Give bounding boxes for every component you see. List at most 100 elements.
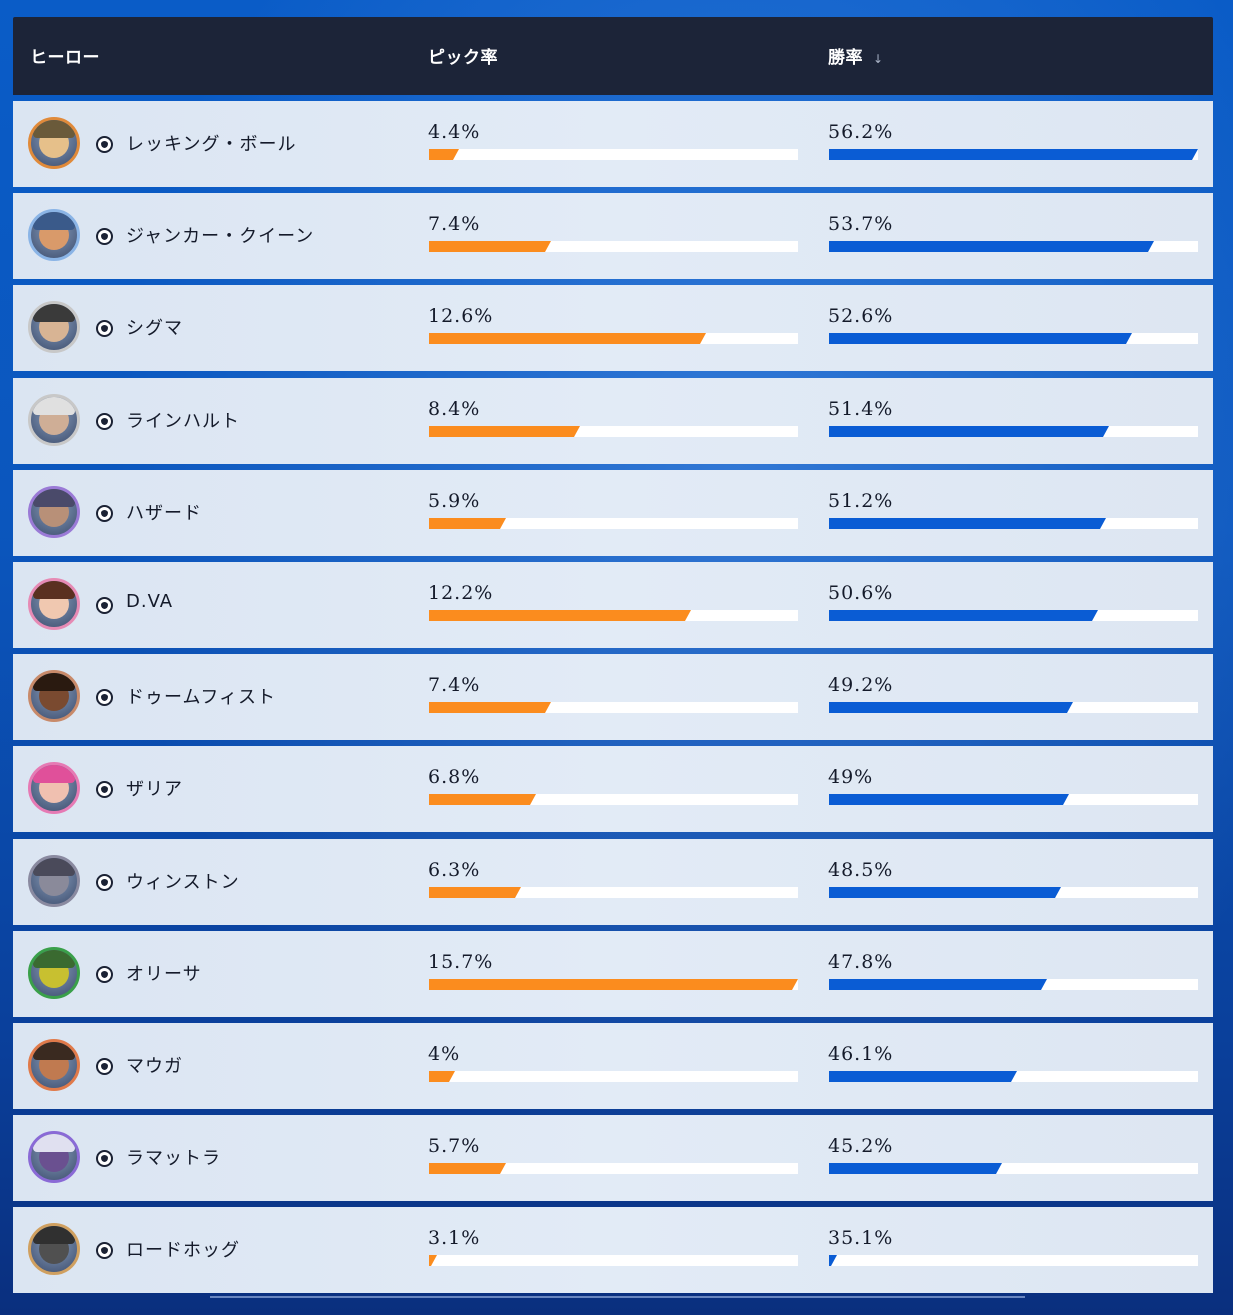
pick-rate-value: 6.3%: [428, 859, 481, 881]
pick-rate-bar-track: [429, 426, 798, 437]
win-rate-bar-track: [829, 794, 1198, 805]
pick-rate-bar-track: [429, 149, 798, 160]
pick-rate-value: 15.7%: [428, 951, 494, 973]
hero-avatar-hair: [33, 581, 75, 599]
hero-name: ラインハルト: [126, 411, 240, 432]
hero-name: シグマ: [126, 318, 183, 339]
hero-name: ハザード: [126, 503, 202, 524]
tank-role-icon: [96, 228, 113, 245]
hero-avatar: [28, 394, 80, 446]
hero-avatar: [28, 301, 80, 353]
hero-avatar: [28, 947, 80, 999]
hero-name: ドゥームフィスト: [126, 687, 277, 708]
hero-name: オリーサ: [126, 964, 202, 985]
pick-rate-bar-track: [429, 1163, 798, 1174]
pick-rate-value: 4%: [428, 1043, 461, 1065]
hero-name: マウガ: [126, 1056, 183, 1077]
hero-avatar-hair: [33, 1226, 75, 1244]
hero-avatar: [28, 855, 80, 907]
pick-rate-bar: [429, 702, 551, 713]
pick-rate-bar-track: [429, 702, 798, 713]
table-row[interactable]: D.VA 12.2% 50.6%: [13, 562, 1213, 648]
win-rate-value: 56.2%: [828, 121, 894, 143]
tank-role-icon: [96, 781, 113, 798]
win-rate-bar-track: [829, 610, 1198, 621]
table-row[interactable]: ラインハルト 8.4% 51.4%: [13, 378, 1213, 464]
pick-rate-value: 6.8%: [428, 766, 481, 788]
pick-rate-value: 7.4%: [428, 674, 481, 696]
table-row[interactable]: ドゥームフィスト 7.4% 49.2%: [13, 654, 1213, 740]
pick-rate-value: 8.4%: [428, 398, 481, 420]
pick-rate-bar-track: [429, 518, 798, 529]
pick-rate-bar-track: [429, 610, 798, 621]
table-row[interactable]: ジャンカー・クイーン 7.4% 53.7%: [13, 193, 1213, 279]
tank-role-icon: [96, 320, 113, 337]
table-row[interactable]: ザリア 6.8% 49%: [13, 746, 1213, 832]
win-rate-bar: [829, 610, 1098, 621]
sort-descending-icon[interactable]: ↓: [873, 52, 884, 66]
hero-avatar: [28, 762, 80, 814]
tank-role-icon: [96, 413, 113, 430]
win-rate-bar: [829, 426, 1109, 437]
table-row[interactable]: レッキング・ボール 4.4% 56.2%: [13, 101, 1213, 187]
pick-rate-value: 4.4%: [428, 121, 481, 143]
table-row[interactable]: シグマ 12.6% 52.6%: [13, 285, 1213, 371]
pick-rate-bar-track: [429, 241, 798, 252]
table-header: ヒーロー ピック率 勝率 ↓: [13, 17, 1213, 95]
hero-avatar: [28, 117, 80, 169]
table-row[interactable]: マウガ 4% 46.1%: [13, 1023, 1213, 1109]
win-rate-bar: [829, 241, 1154, 252]
table-row[interactable]: ロードホッグ 3.1% 35.1%: [13, 1207, 1213, 1293]
pick-rate-bar-track: [429, 1071, 798, 1082]
hero-name: ジャンカー・クイーン: [126, 226, 315, 247]
table-row[interactable]: ハザード 5.9% 51.2%: [13, 470, 1213, 556]
column-header-pick-rate[interactable]: ピック率: [428, 48, 498, 68]
pick-rate-bar: [429, 1255, 437, 1266]
win-rate-value: 51.4%: [828, 398, 894, 420]
tank-role-icon: [96, 689, 113, 706]
pick-rate-bar: [429, 241, 551, 252]
win-rate-value: 49%: [828, 766, 874, 788]
hero-name: ロードホッグ: [126, 1240, 240, 1261]
win-rate-bar: [829, 1255, 837, 1266]
hero-avatar: [28, 1131, 80, 1183]
win-rate-value: 51.2%: [828, 490, 894, 512]
pick-rate-bar: [429, 794, 536, 805]
bottom-ornament: [210, 1296, 1025, 1310]
column-header-win-rate-label: 勝率: [828, 48, 863, 68]
win-rate-bar: [829, 1163, 1002, 1174]
hero-avatar-hair: [33, 1042, 75, 1060]
hero-avatar-hair: [33, 304, 75, 322]
win-rate-bar: [829, 702, 1073, 713]
hero-avatar-hair: [33, 120, 75, 138]
hero-name: D.VA: [126, 591, 174, 612]
win-rate-value: 46.1%: [828, 1043, 894, 1065]
win-rate-value: 50.6%: [828, 582, 894, 604]
tank-role-icon: [96, 874, 113, 891]
pick-rate-bar-track: [429, 333, 798, 344]
hero-avatar-hair: [33, 397, 75, 415]
pick-rate-bar-track: [429, 887, 798, 898]
hero-name: ウィンストン: [126, 872, 240, 893]
pick-rate-value: 5.7%: [428, 1135, 481, 1157]
pick-rate-bar: [429, 518, 506, 529]
pick-rate-bar: [429, 333, 706, 344]
hero-avatar: [28, 1039, 80, 1091]
table-row[interactable]: ラマットラ 5.7% 45.2%: [13, 1115, 1213, 1201]
tank-role-icon: [96, 966, 113, 983]
hero-avatar-hair: [33, 673, 75, 691]
table-row[interactable]: ウィンストン 6.3% 48.5%: [13, 839, 1213, 925]
win-rate-value: 35.1%: [828, 1227, 894, 1249]
hero-name: ザリア: [126, 779, 183, 800]
pick-rate-value: 7.4%: [428, 213, 481, 235]
win-rate-bar-track: [829, 333, 1198, 344]
column-header-win-rate[interactable]: 勝率 ↓: [828, 43, 884, 68]
table-row[interactable]: オリーサ 15.7% 47.8%: [13, 931, 1213, 1017]
win-rate-bar: [829, 794, 1069, 805]
pick-rate-bar: [429, 426, 580, 437]
win-rate-bar-track: [829, 979, 1198, 990]
pick-rate-value: 12.2%: [428, 582, 494, 604]
win-rate-bar-track: [829, 518, 1198, 529]
hero-avatar: [28, 1223, 80, 1275]
win-rate-bar: [829, 1071, 1017, 1082]
